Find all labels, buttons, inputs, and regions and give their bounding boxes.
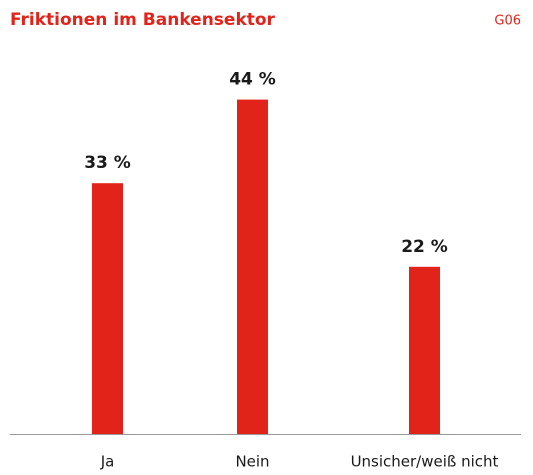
chart-code: G06 <box>494 14 521 29</box>
value-label: 33 % <box>84 153 131 173</box>
bar <box>237 99 268 434</box>
bar <box>409 266 440 434</box>
x-tick-label: Unsicher/weiß nicht <box>351 453 499 471</box>
x-tick-label: Nein <box>235 453 269 471</box>
value-label: 44 % <box>229 70 276 90</box>
bar <box>92 183 123 434</box>
chart-title: Friktionen im Bankensektor <box>10 10 276 30</box>
x-tick-label: Ja <box>100 453 115 471</box>
value-label: 22 % <box>401 237 448 257</box>
